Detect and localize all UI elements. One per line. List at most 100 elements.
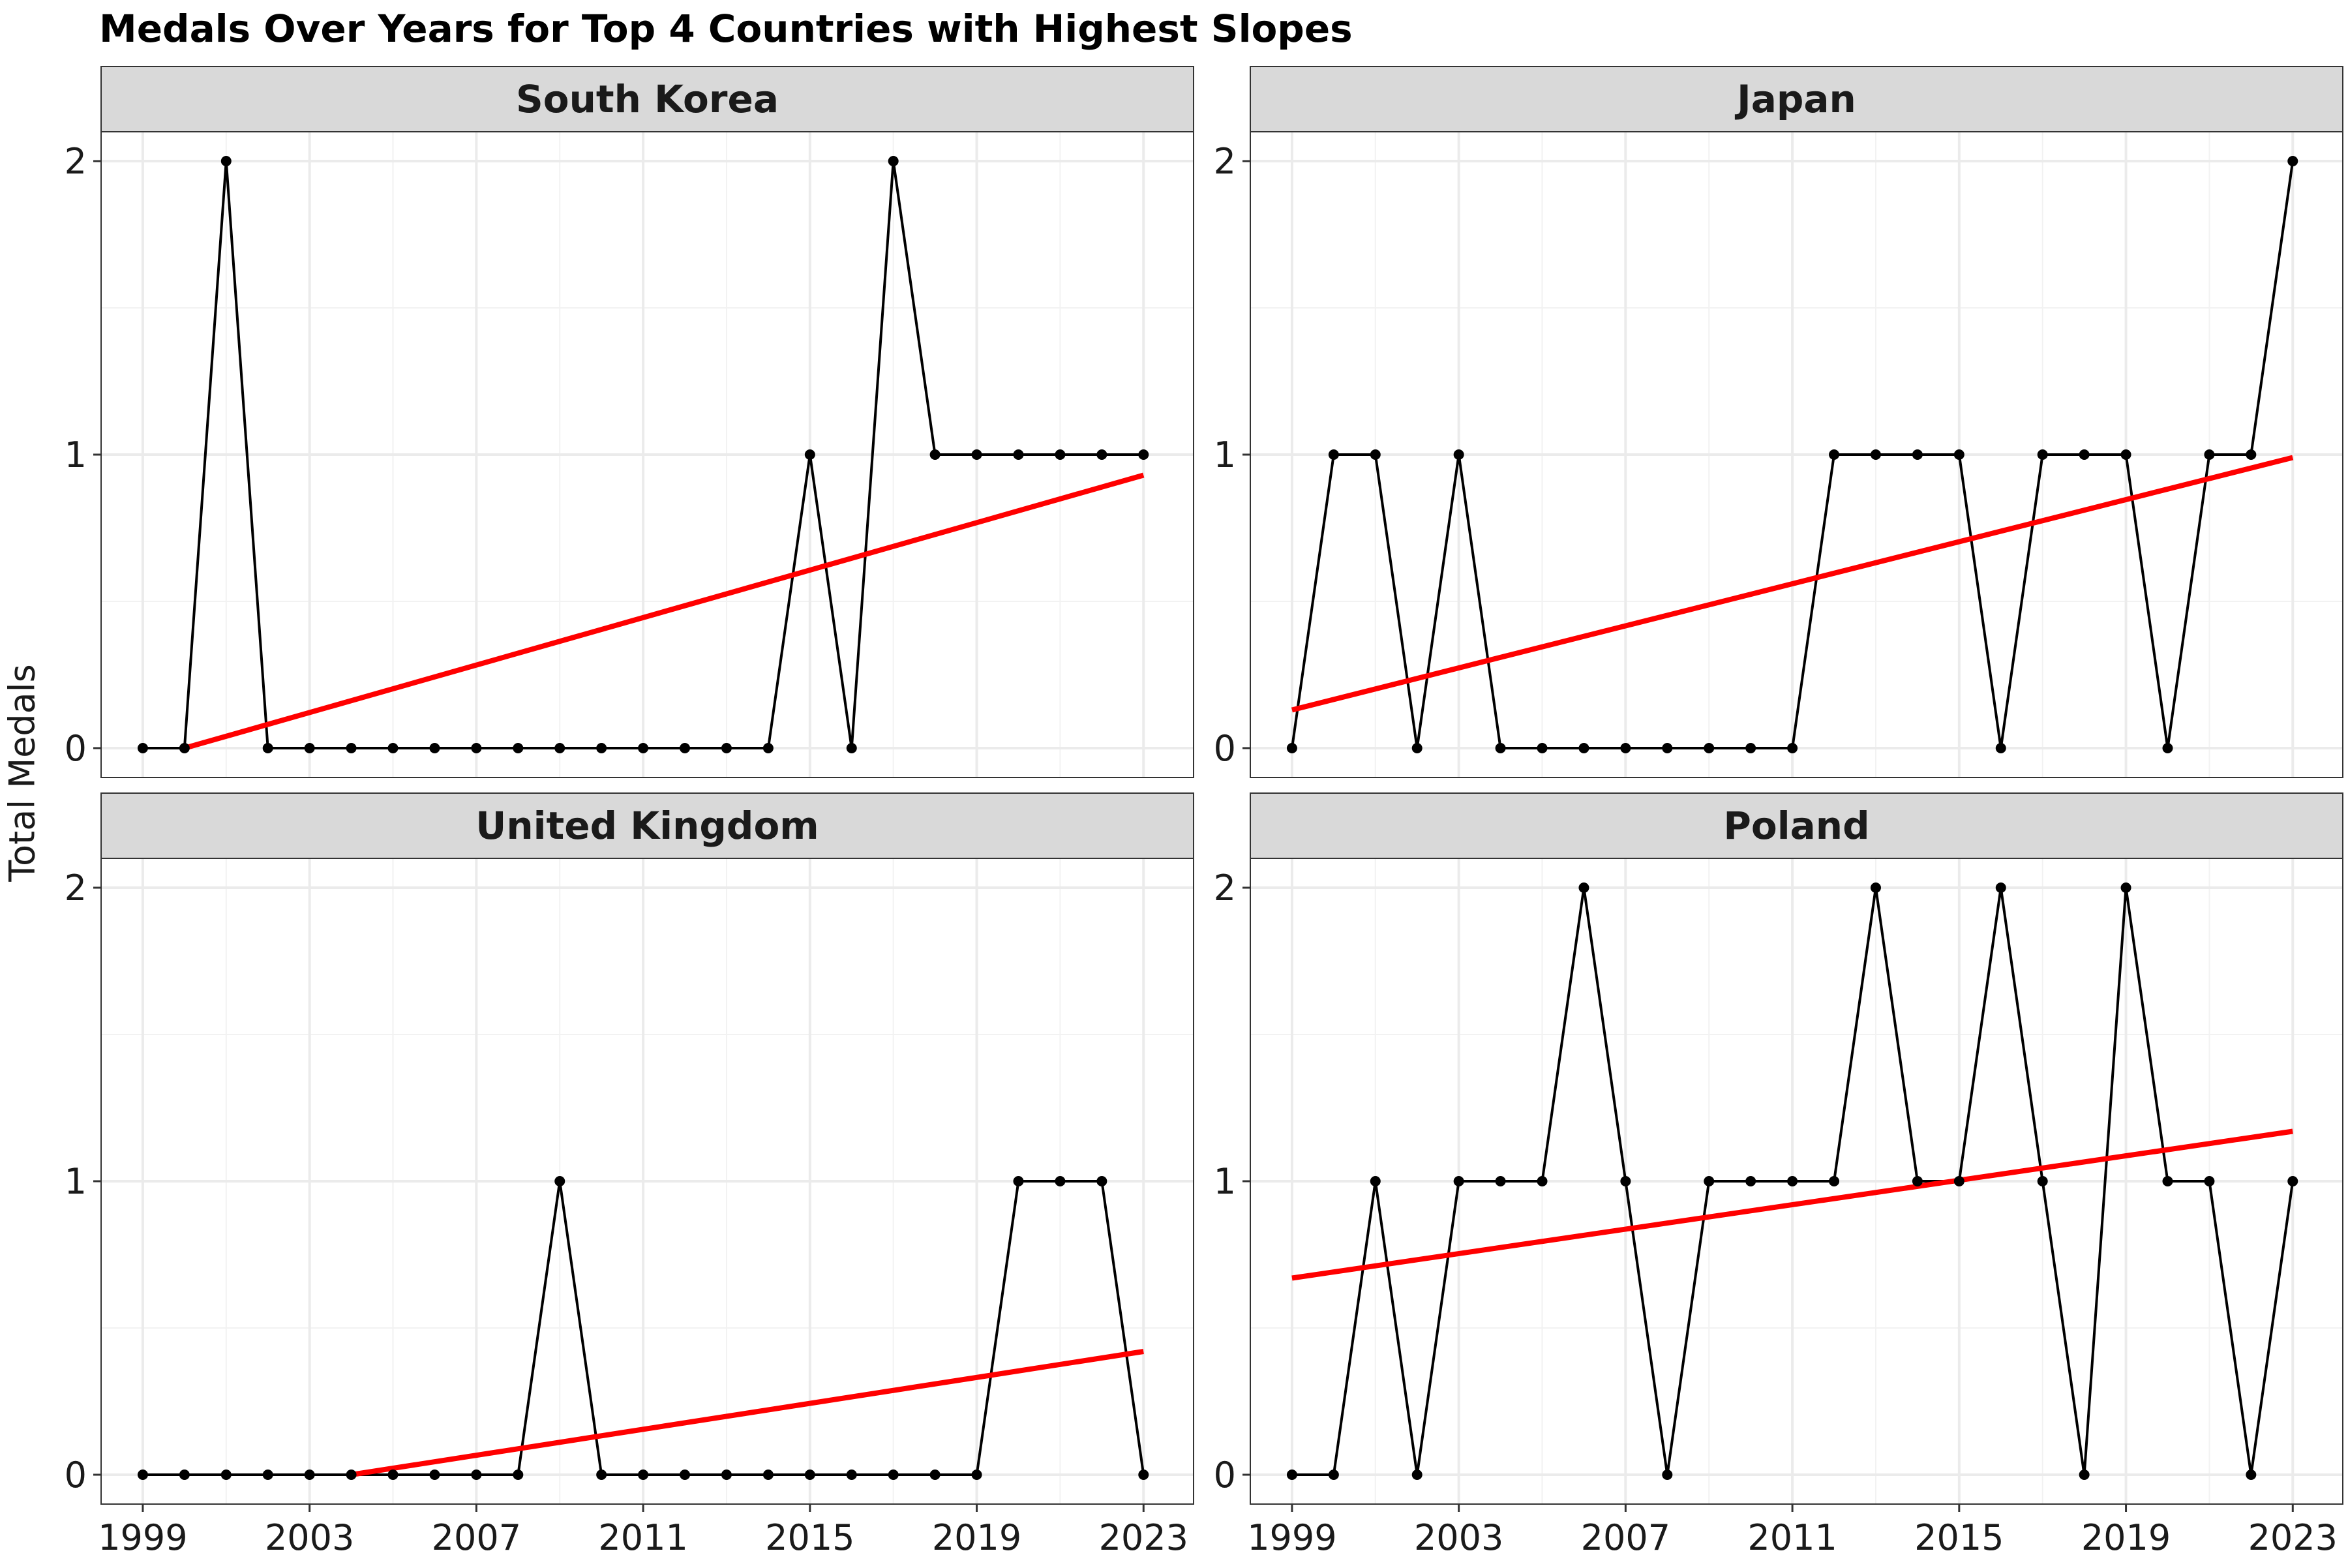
data-point [387,1470,399,1480]
data-point [1495,1176,1506,1186]
data-point [1055,449,1066,460]
data-point [304,1470,315,1480]
data-point [638,1470,649,1480]
chart-title: Medals Over Years for Top 4 Countries wi… [99,7,1353,51]
data-point [1870,882,1881,893]
x-tick-label: 2003 [265,1517,354,1558]
data-point [1453,1176,1464,1186]
data-point [2162,1176,2173,1186]
data-point [1537,1176,1548,1186]
x-tick-label: 2015 [1914,1517,2004,1558]
data-point [1453,449,1464,460]
data-point [1829,1176,1840,1186]
data-point [888,1470,899,1480]
data-point [1138,1470,1149,1480]
trend-line [1291,1128,2293,1281]
data-point [1578,882,1589,893]
data-point [1411,1470,1422,1480]
data-point [1662,1470,1673,1480]
trend-line [183,472,1145,751]
facet-strip-label: Japan [1734,77,1856,121]
x-tick-label: 2019 [2081,1517,2171,1558]
data-point [471,1470,482,1480]
x-tick-label: 1999 [98,1517,187,1558]
data-point [554,743,565,753]
data-point [846,1470,857,1480]
y-tick-label: 1 [1214,434,1236,475]
data-point [2246,1470,2257,1480]
data-point [137,743,148,753]
data-point [2037,449,2048,460]
trend-line [1291,455,2294,713]
data-point [1096,1176,1107,1186]
data-point [1787,743,1798,753]
facet-panel: Japan 0 1 2 [1214,66,2343,778]
data-point [680,1470,691,1480]
y-tick-label: 1 [65,434,87,475]
data-point [1286,743,1297,753]
data-point [971,1470,982,1480]
y-tick-label: 2 [65,141,87,182]
data-point [1912,1176,1923,1186]
data-point [2287,1176,2298,1186]
facet-strip-label: Poland [1723,804,1869,848]
x-tick-label: 2011 [1747,1517,1837,1558]
trend-line [350,1349,1144,1477]
data-point [680,743,691,753]
x-tick-label: 2003 [1414,1517,1503,1558]
data-point [1138,449,1149,460]
data-point [929,449,941,460]
facet-strip [1250,792,2343,859]
x-tick-label: 2023 [2248,1517,2338,1558]
data-point [596,1470,607,1480]
y-tick-label: 0 [65,728,87,769]
data-point [2079,449,2090,460]
data-point [1578,743,1589,753]
x-tick-label: 2023 [1099,1517,1188,1558]
data-point [1704,743,1715,753]
data-point [1055,1176,1066,1186]
data-point [888,156,899,166]
data-point [804,449,815,460]
data-point [1745,743,1756,753]
data-point [304,743,315,753]
data-point [1286,1470,1297,1480]
x-tick-label: 2007 [432,1517,521,1558]
x-tick-label: 1999 [1247,1517,1336,1558]
y-tick-label: 1 [1214,1161,1236,1202]
data-point [1328,449,1339,460]
y-tick-label: 1 [65,1161,87,1202]
data-point [179,743,190,753]
data-point [1495,743,1506,753]
data-point [220,1470,232,1480]
data-point [929,1470,941,1480]
y-tick-label: 2 [1214,141,1236,182]
data-point [846,743,857,753]
x-tick-label: 2011 [598,1517,687,1558]
data-point [1096,449,1107,460]
facet-panel: United Kingdom 0 1 2 1999 2003 2007 2011 2015 201… [65,792,1194,1558]
data-point [1370,1176,1381,1186]
data-point [638,743,649,753]
x-tick-label: 2019 [932,1517,1021,1558]
data-point [1537,743,1548,753]
y-tick-label: 2 [65,867,87,909]
data-point [429,743,440,753]
x-tick-label: 2015 [765,1517,854,1558]
data-point [2120,882,2131,893]
data-point [2204,1176,2215,1186]
data-point [971,449,982,460]
data-point [2120,449,2131,460]
data-point [429,1470,440,1480]
facet-strip [100,66,1194,132]
data-point [346,743,357,753]
data-point [137,1470,148,1480]
y-axis-title: Total Medals [1,664,43,882]
y-tick-label: 0 [1214,1455,1236,1496]
data-point [1953,449,1964,460]
data-point [513,1470,524,1480]
y-tick-label: 0 [1214,728,1236,769]
data-point [1704,1176,1715,1186]
